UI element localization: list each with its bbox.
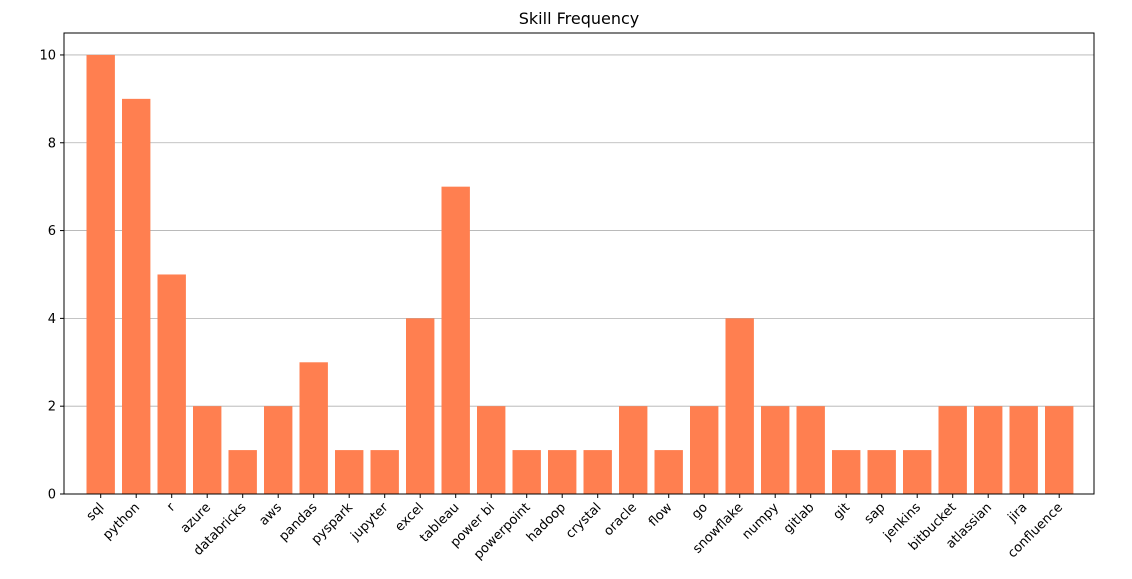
bar-go — [690, 406, 719, 494]
bar-git — [832, 450, 861, 494]
bar-atlassian — [974, 406, 1003, 494]
bar-jupyter — [370, 450, 399, 494]
bar-sql — [86, 54, 115, 494]
bar-confluence — [1045, 406, 1074, 494]
bar-hadoop — [548, 450, 577, 494]
bar-snowflake — [725, 318, 754, 494]
bar-powerpoint — [512, 450, 541, 494]
x-tick-label: go — [689, 500, 711, 522]
plot-frame — [63, 32, 1095, 495]
bar-jira — [1009, 406, 1038, 494]
bar-excel — [406, 318, 435, 494]
y-tick-label: 0 — [48, 488, 56, 503]
bar-pyspark — [335, 450, 364, 494]
x-tick-label: jupyter — [348, 500, 392, 544]
bar-pandas — [299, 362, 328, 494]
bar-gitlab — [796, 406, 825, 494]
bars — [86, 54, 1074, 494]
x-tick-label: r — [164, 500, 179, 515]
x-tick-label: flow — [646, 500, 676, 530]
bar-aws — [264, 406, 293, 494]
x-tick-label: oracle — [601, 500, 640, 539]
bar-azure — [193, 406, 222, 494]
bar-flow — [654, 450, 683, 494]
y-tick-label: 4 — [48, 312, 56, 327]
bar-oracle — [619, 406, 648, 494]
bar-crystal — [583, 450, 612, 494]
y-tick-label: 2 — [48, 400, 56, 415]
bar-power-bi — [477, 406, 506, 494]
y-tick-label: 8 — [48, 136, 56, 151]
chart-title: Skill Frequency — [519, 9, 640, 28]
x-tick-label: numpy — [740, 500, 783, 543]
x-tick-label: sap — [862, 500, 889, 527]
x-tick-label: aws — [256, 500, 285, 529]
bar-python — [122, 98, 151, 494]
bar-bitbucket — [938, 406, 967, 494]
y-tick-label: 6 — [48, 224, 56, 239]
bar-numpy — [761, 406, 790, 494]
x-tick-label: jira — [1005, 500, 1031, 526]
x-tick-label: crystal — [563, 500, 604, 541]
bar-sap — [867, 450, 896, 494]
bar-databricks — [228, 450, 257, 494]
bar-r — [157, 274, 186, 494]
x-tick-label: gitlab — [781, 500, 818, 537]
y-tick-label: 10 — [39, 48, 56, 63]
bar-tableau — [441, 186, 470, 494]
x-tick-label: python — [100, 500, 143, 543]
bar-jenkins — [903, 450, 932, 494]
x-tick-label: sql — [84, 500, 108, 524]
y-axis: 0 2 4 6 8 10 — [39, 48, 64, 503]
x-tick-label: hadoop — [524, 500, 569, 545]
x-tick-label: git — [830, 500, 853, 523]
